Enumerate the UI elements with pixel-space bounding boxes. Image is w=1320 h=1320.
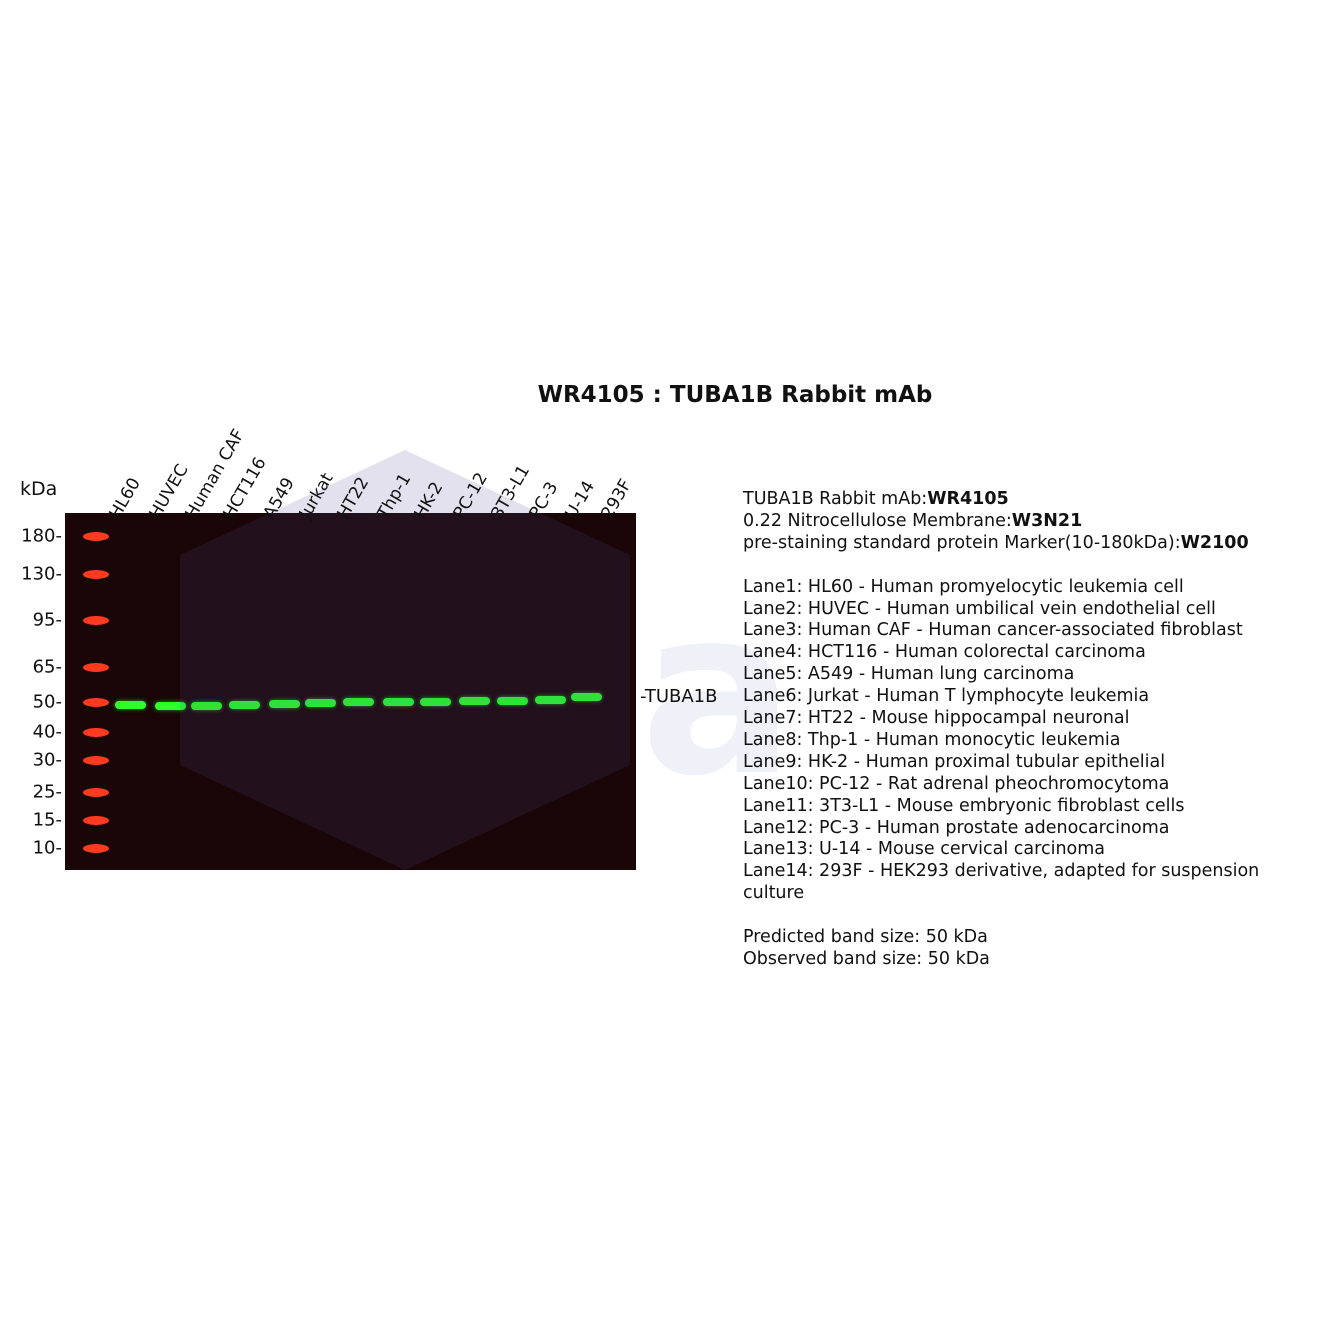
tuba1b-band — [155, 702, 186, 710]
tuba1b-band — [305, 699, 336, 707]
lane-description: Lane3: Human CAF - Human cancer-associat… — [743, 620, 1243, 641]
ladder-band — [83, 532, 109, 541]
tuba1b-band — [229, 701, 260, 709]
lane-description: Lane9: HK-2 - Human proximal tubular epi… — [743, 751, 1166, 772]
tuba1b-band — [459, 697, 490, 705]
marker-label: pre-staining standard protein Marker(10-… — [743, 532, 1181, 553]
marker-label: 130- — [21, 563, 62, 585]
marker-label: 10- — [32, 837, 62, 859]
marker-line: pre-staining standard protein Marker(10-… — [743, 533, 1320, 555]
lane-descriptions: Lane1: HL60 - Human promyelocytic leukem… — [743, 577, 1320, 906]
band-label: -TUBA1B — [640, 686, 718, 707]
ladder-band — [83, 616, 109, 625]
antibody-line: TUBA1B Rabbit mAb:WR4105 — [743, 489, 1320, 511]
marker-label: 180- — [21, 525, 62, 547]
tuba1b-band — [383, 698, 414, 706]
tuba1b-band — [420, 698, 451, 706]
lane-description: Lane11: 3T3-L1 - Mouse embryonic fibrobl… — [743, 795, 1185, 816]
lane-description: Lane6: Jurkat - Human T lymphocyte leuke… — [743, 686, 1150, 707]
antibody-label: TUBA1B Rabbit mAb: — [743, 489, 928, 509]
lane-description: Lane5: A549 - Human lung carcinoma — [743, 664, 1075, 685]
marker-label: 65- — [32, 656, 62, 678]
tuba1b-band — [497, 697, 528, 705]
kda-label: kDa — [20, 478, 58, 500]
lane-description: Lane14: 293F - HEK293 derivative, adapte… — [743, 861, 1260, 904]
watermark-logo — [180, 450, 630, 870]
figure-title: WR4105 : TUBA1B Rabbit mAb — [537, 382, 933, 408]
membrane-label: 0.22 Nitrocellulose Membrane: — [743, 510, 1012, 531]
western-blot-membrane — [65, 513, 636, 870]
tuba1b-band — [571, 693, 602, 701]
tuba1b-band — [191, 702, 222, 710]
marker-label: 50- — [32, 691, 62, 713]
ladder-band — [83, 756, 109, 765]
observed-size: Observed band size: 50 kDa — [743, 949, 990, 969]
lane-description: Lane13: U-14 - Mouse cervical carcinoma — [743, 839, 1106, 860]
marker-label: 95- — [32, 609, 62, 631]
membrane-code: W3N21 — [1011, 510, 1083, 531]
marker-label: 40- — [32, 721, 62, 743]
tuba1b-band — [115, 701, 146, 709]
ladder-band — [83, 698, 109, 707]
marker-label: 15- — [32, 809, 62, 831]
watermark-text: a — [640, 560, 795, 827]
lane-description: Lane1: HL60 - Human promyelocytic leukem… — [743, 576, 1184, 597]
ladder-band — [83, 728, 109, 737]
info-panel: TUBA1B Rabbit mAb:WR4105 0.22 Nitrocellu… — [743, 489, 1320, 971]
lane-description: Lane8: Thp-1 - Human monocytic leukemia — [743, 729, 1121, 750]
marker-code: W2100 — [1180, 532, 1249, 553]
lane-description: Lane4: HCT116 - Human colorectal carcino… — [743, 642, 1146, 663]
tuba1b-band — [535, 696, 566, 704]
marker-label: 30- — [32, 749, 62, 771]
ladder-band — [83, 844, 109, 853]
marker-label: 25- — [32, 781, 62, 803]
lane-description: Lane12: PC-3 - Human prostate adenocarci… — [743, 817, 1170, 838]
ladder-band — [83, 663, 109, 672]
ladder-band — [83, 788, 109, 797]
membrane-line: 0.22 Nitrocellulose Membrane:W3N21 — [743, 511, 1320, 533]
tuba1b-band — [343, 698, 374, 706]
lane-description: Lane10: PC-12 - Rat adrenal pheochromocy… — [743, 773, 1170, 794]
ladder-band — [83, 570, 109, 579]
antibody-code: WR4105 — [927, 489, 1009, 509]
lane-description: Lane2: HUVEC - Human umbilical vein endo… — [743, 598, 1216, 619]
ladder-band — [83, 816, 109, 825]
lane-description: Lane7: HT22 - Mouse hippocampal neuronal — [743, 708, 1130, 729]
predicted-size: Predicted band size: 50 kDa — [743, 927, 988, 948]
tuba1b-band — [269, 700, 300, 708]
